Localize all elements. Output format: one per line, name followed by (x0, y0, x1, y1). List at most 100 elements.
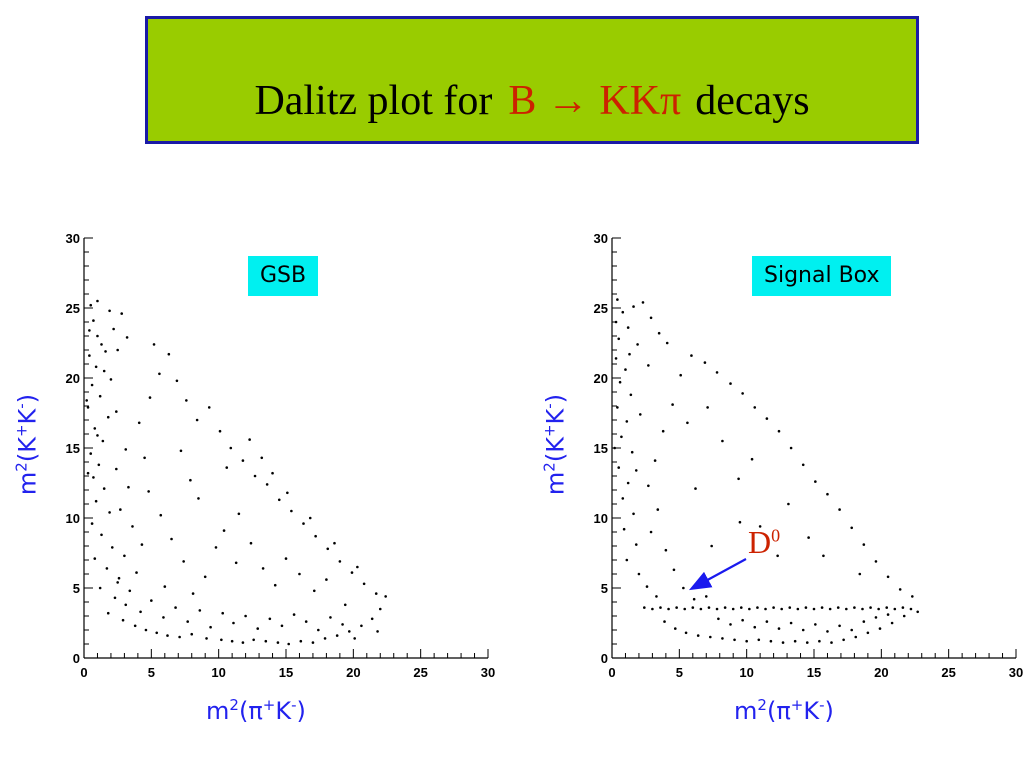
data-point (312, 589, 316, 593)
data-point (120, 312, 124, 315)
data-point (89, 303, 93, 307)
data-point (88, 354, 91, 357)
data-point (758, 525, 762, 528)
y-tick-label: 10 (66, 511, 80, 526)
title-formula: B → KKπ (508, 78, 682, 124)
label-box-gsb: GSB (248, 256, 319, 296)
y-tick-label: 0 (73, 651, 80, 666)
data-point (777, 429, 781, 433)
data-point (159, 513, 163, 517)
data-point (862, 543, 866, 546)
y-tick-label: 15 (594, 441, 608, 456)
data-point (655, 595, 658, 598)
data-point (86, 406, 90, 409)
y-tick-label: 30 (594, 231, 608, 246)
data-point (248, 438, 251, 441)
data-point (632, 305, 635, 308)
data-point (886, 613, 890, 616)
data-point (89, 452, 93, 455)
data-point (325, 578, 328, 581)
data-point (617, 337, 621, 341)
data-point (323, 637, 327, 640)
data-point (801, 463, 805, 467)
data-point (710, 544, 713, 548)
data-point (144, 628, 148, 632)
data-point (717, 617, 720, 621)
data-point (127, 485, 130, 489)
data-point (140, 543, 144, 546)
data-point (90, 383, 94, 387)
data-point (350, 571, 354, 574)
data-point (664, 548, 668, 552)
data-point (765, 417, 769, 420)
data-point (191, 592, 195, 595)
data-point (706, 406, 709, 409)
data-point (753, 406, 757, 409)
data-point (116, 581, 119, 584)
data-point (651, 607, 654, 611)
data-point (733, 638, 736, 642)
data-point (256, 627, 260, 630)
data-point (814, 480, 817, 483)
data-point (378, 607, 382, 611)
data-point (88, 329, 91, 332)
data-point (787, 502, 790, 506)
data-point (842, 638, 845, 642)
x-tick-label: 25 (413, 665, 427, 680)
data-point (155, 631, 159, 635)
data-point (166, 634, 169, 637)
data-point (356, 565, 359, 569)
data-point (641, 301, 645, 304)
data-point (878, 627, 882, 630)
data-point (801, 628, 805, 632)
data-point (101, 439, 105, 443)
data-point (135, 571, 138, 574)
data-point (338, 560, 342, 563)
data-point (663, 620, 666, 623)
data-point (102, 369, 106, 373)
data-point (850, 526, 854, 530)
data-point (836, 606, 840, 609)
x-tick-label: 0 (80, 665, 87, 680)
data-point (93, 427, 97, 430)
dalitz-plot-gsb: 0 5 10 15 20 25 30 0 5 10 15 20 25 30 GSB m2(K+K-) m2… (13, 228, 496, 725)
data-point (197, 497, 200, 500)
data-point (85, 399, 88, 402)
data-point (721, 439, 724, 443)
data-point (106, 611, 110, 615)
data-point (853, 606, 856, 609)
data-point (100, 343, 103, 346)
data-point (232, 621, 235, 625)
data-point (684, 631, 688, 635)
data-point (335, 634, 339, 637)
data-point (116, 348, 119, 352)
data-point (195, 418, 199, 422)
data-point (890, 621, 894, 625)
data-point (190, 632, 194, 636)
data-point (673, 627, 677, 630)
data-point (656, 508, 660, 511)
data-point (162, 616, 165, 619)
data-point (143, 456, 146, 460)
data-point (838, 624, 841, 628)
x-tick-label: 15 (807, 665, 821, 680)
data-point (189, 478, 192, 482)
data-point (92, 319, 95, 322)
data-point (167, 352, 171, 356)
data-point (694, 487, 697, 490)
data-point (629, 393, 633, 397)
data-point (822, 554, 825, 558)
y-tick-label: 15 (66, 441, 80, 456)
data-point (133, 624, 137, 628)
data-point (137, 421, 141, 425)
data-point (643, 606, 646, 609)
data-point (108, 511, 111, 514)
data-point (830, 641, 833, 644)
data-point (158, 372, 161, 376)
data-point (110, 546, 114, 549)
data-point (690, 354, 693, 357)
data-point (745, 639, 748, 643)
data-point (826, 630, 829, 633)
data-point (131, 525, 134, 528)
data-point (637, 572, 641, 576)
